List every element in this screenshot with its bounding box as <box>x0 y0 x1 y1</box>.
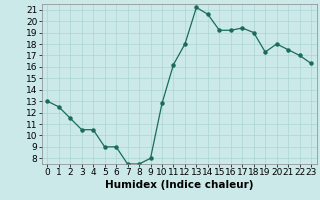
X-axis label: Humidex (Indice chaleur): Humidex (Indice chaleur) <box>105 180 253 190</box>
